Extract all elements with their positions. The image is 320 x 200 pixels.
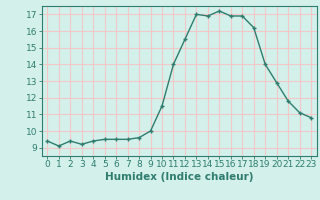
- X-axis label: Humidex (Indice chaleur): Humidex (Indice chaleur): [105, 172, 253, 182]
